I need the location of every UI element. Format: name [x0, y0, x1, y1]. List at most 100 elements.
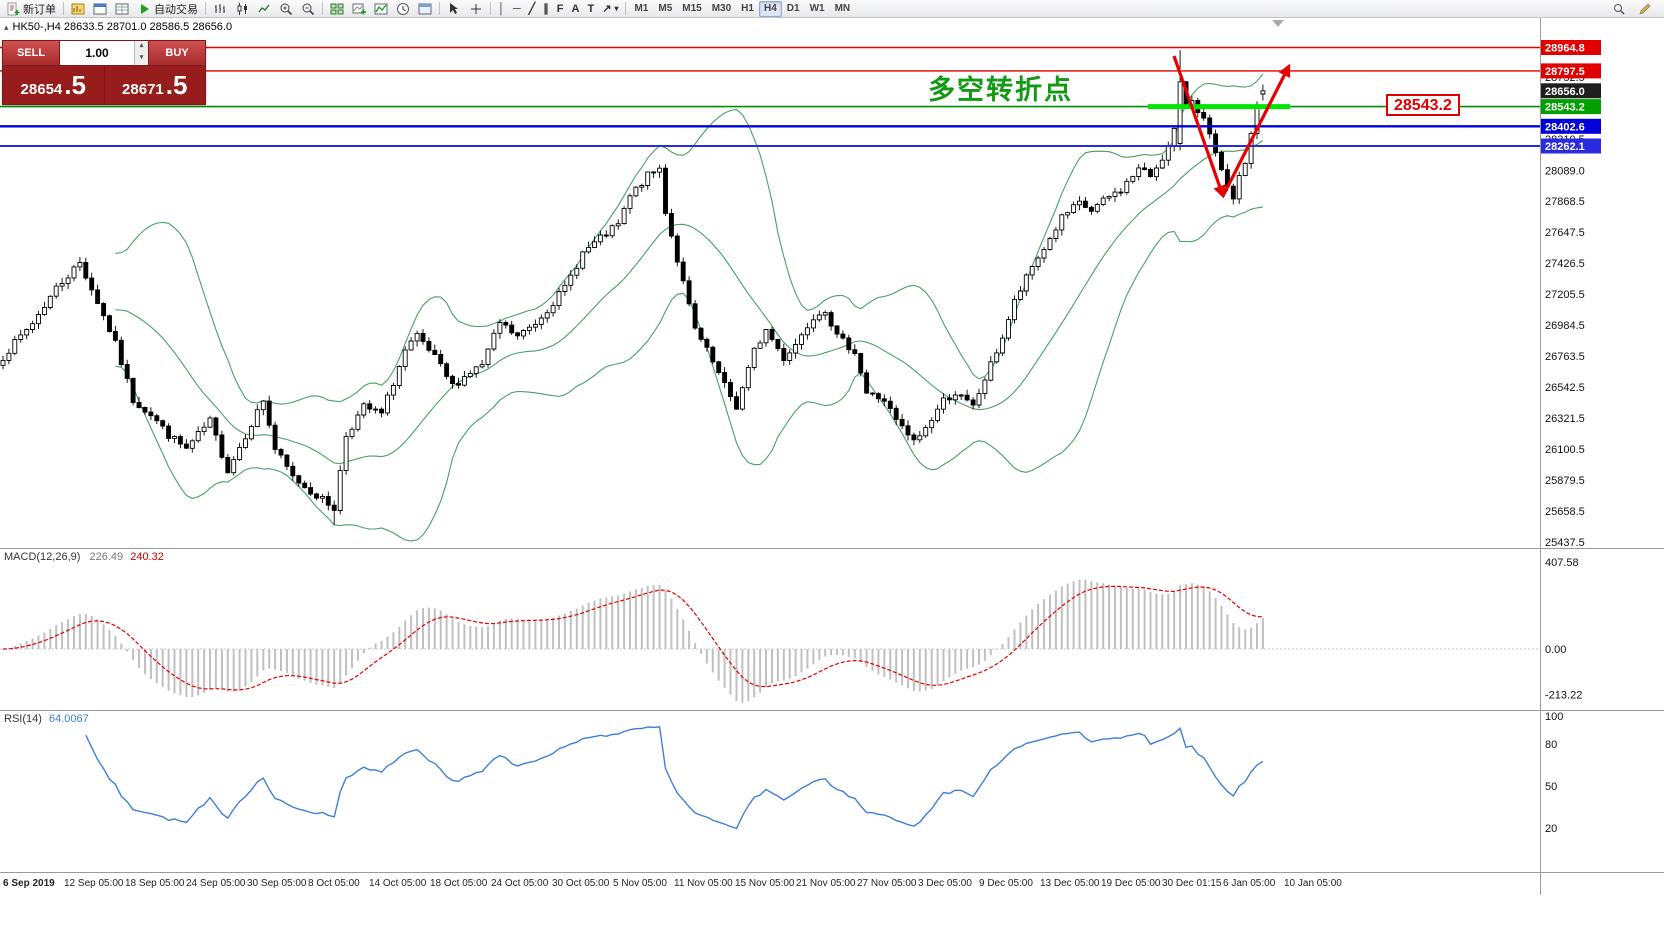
price-scale-label: 26542.5 — [1545, 382, 1585, 394]
tile-windows-button[interactable] — [326, 1, 348, 17]
time-axis: 6 Sep 2019 12 Sep 05:00 18 Sep 05:00 24 Sep… — [3, 878, 1342, 889]
time-axis-label: 18 Oct 05:00 — [430, 878, 488, 889]
crosshair-icon — [471, 3, 481, 14]
zoom-in-icon — [280, 3, 293, 15]
time-axis-label: 10 Jan 05:00 — [1284, 878, 1342, 889]
crosshair-tool-button[interactable] — [465, 1, 487, 17]
periods-icon — [397, 2, 409, 15]
candlestick-chart-icon — [237, 2, 247, 15]
volume-increase-button[interactable]: ▴ — [135, 41, 148, 53]
price-tag-text: 28964.8 — [1545, 42, 1585, 54]
timeframe-button-D1[interactable]: D1 — [786, 3, 800, 14]
zoom-in-button[interactable] — [275, 1, 297, 17]
buy-price-frac: .5 — [165, 70, 188, 100]
macd-value-main: 226.49 — [89, 551, 124, 563]
new-chart-icon — [352, 3, 366, 14]
time-axis-label: 6 Jan 05:00 — [1223, 878, 1276, 889]
rsi-scale-label: 20 — [1545, 823, 1557, 835]
one-click-toggle-icon[interactable]: ▴ — [4, 21, 9, 32]
price-scale-label: 25437.5 — [1545, 537, 1585, 549]
trend-arrow-1[interactable] — [1172, 55, 1226, 199]
price-scale-label: 25879.5 — [1545, 475, 1585, 487]
trendline-tool-button[interactable]: ╱ — [525, 1, 540, 17]
price-level-tag[interactable]: 28543.2 — [1386, 94, 1460, 116]
sell-price-frac: .5 — [64, 70, 86, 100]
arrows-tool-button[interactable]: ↗ ▾ — [598, 1, 622, 17]
price-tag-text: 28262.1 — [1545, 141, 1585, 153]
price-scale-label: 26100.5 — [1545, 444, 1585, 456]
toolbar-separator — [490, 2, 491, 15]
timeframe-button-H1[interactable]: H1 — [741, 3, 754, 14]
rsi-scale-label: 80 — [1545, 739, 1557, 751]
time-axis-label: 21 Nov 05:00 — [796, 878, 856, 889]
main-toolbar: 新订单 自动交易 │ ─ ╱ ∥ F A T ↗ ▾ M1 M5 M — [0, 0, 1664, 18]
sell-button[interactable]: SELL — [3, 41, 59, 65]
edit-button[interactable] — [1634, 1, 1656, 17]
timeframe-button-W1[interactable]: W1 — [809, 3, 825, 14]
time-axis-label: 18 Sep 05:00 — [125, 878, 185, 889]
macd-name: MACD(12,26,9) — [4, 551, 81, 563]
price-tag-28964.8: 28964.8 — [1541, 40, 1601, 55]
timeframe-button-M1[interactable]: M1 — [634, 3, 649, 14]
line-chart-button[interactable] — [253, 1, 275, 17]
symbol-ohlc-text: HK50-,H4 28633.5 28701.0 28586.5 28656.0 — [12, 21, 233, 33]
charts-button[interactable] — [67, 1, 89, 17]
price-tag-text: 28797.5 — [1545, 66, 1585, 78]
rsi-pane — [85, 726, 1264, 830]
buy-button[interactable]: BUY — [149, 41, 205, 65]
price-tag-28402.6: 28402.6 — [1541, 118, 1601, 134]
time-axis-label: 15 Nov 05:00 — [735, 878, 795, 889]
new-order-button[interactable]: 新订单 — [2, 1, 60, 17]
vertical-line-tool-button[interactable]: │ — [494, 1, 509, 17]
buy-price[interactable]: 28671 .5 — [103, 66, 205, 104]
timeframe-button-M15[interactable]: M15 — [682, 3, 702, 14]
data-window-button[interactable] — [111, 1, 133, 17]
volume-decrease-button[interactable]: ▾ — [135, 53, 148, 65]
chart-shift-marker[interactable] — [1272, 20, 1284, 27]
bar-chart-button[interactable] — [209, 1, 231, 17]
time-axis-label: 14 Oct 05:00 — [369, 878, 427, 889]
channel-tool-button[interactable]: ∥ — [539, 1, 553, 17]
price-scale-label: 27426.5 — [1545, 258, 1585, 270]
price-tag-28543.2: 28543.2 — [1541, 99, 1601, 115]
label-tool-button[interactable]: T — [583, 1, 598, 17]
timeframe-button-H4[interactable]: H4 — [758, 0, 782, 17]
zoom-out-button[interactable] — [297, 1, 319, 17]
arrows-tool-icon: ↗ — [602, 2, 612, 15]
new-chart-button[interactable] — [348, 1, 370, 17]
price-tag-28797.5: 28797.5 — [1541, 63, 1601, 79]
timeframe-button-MN[interactable]: MN — [834, 3, 851, 14]
timeframe-button-M30[interactable]: M30 — [711, 3, 732, 14]
text-tool-button[interactable]: A — [568, 1, 584, 17]
templates-button[interactable] — [414, 1, 436, 17]
trend-arrow-2[interactable] — [1221, 63, 1291, 197]
trend-arrows[interactable] — [1172, 55, 1291, 199]
candlestick-chart-button[interactable] — [231, 1, 253, 17]
volume-spinner: ▴ ▾ — [134, 41, 148, 65]
horizontal-line-tool-button[interactable]: ─ — [509, 1, 525, 17]
indicators-button[interactable] — [370, 1, 392, 17]
search-button[interactable] — [1608, 1, 1630, 17]
tile-windows-icon — [330, 3, 344, 14]
timeframe-toolbar: M1 M5 M15 M30 H1 H4 D1 W1 MN — [629, 0, 855, 17]
time-axis-label: 3 Dec 05:00 — [918, 878, 972, 889]
timeframe-button-M5[interactable]: M5 — [658, 3, 673, 14]
candlestick-series — [0, 50, 1266, 525]
price-axis: 28752.528310.528089.027868.527647.527426… — [1541, 40, 1601, 835]
price-scale-label: 27647.5 — [1545, 227, 1585, 239]
autotrading-button[interactable]: 自动交易 — [133, 1, 202, 17]
time-axis-label: 5 Nov 05:00 — [613, 878, 667, 889]
volume-input[interactable] — [60, 41, 134, 65]
periods-button[interactable] — [392, 1, 414, 17]
profiles-button[interactable] — [89, 1, 111, 17]
macd-pane — [0, 579, 1540, 703]
sell-price[interactable]: 28654 .5 — [3, 66, 104, 104]
time-axis-label: 24 Sep 05:00 — [186, 878, 246, 889]
horizontal-level-lines[interactable] — [0, 46, 1540, 147]
fibonacci-tool-button[interactable]: F — [553, 1, 568, 17]
templates-icon — [418, 3, 432, 14]
cursor-tool-button[interactable] — [443, 1, 465, 17]
bar-chart-icon — [215, 3, 225, 13]
autotrading-label: 自动交易 — [154, 3, 198, 16]
